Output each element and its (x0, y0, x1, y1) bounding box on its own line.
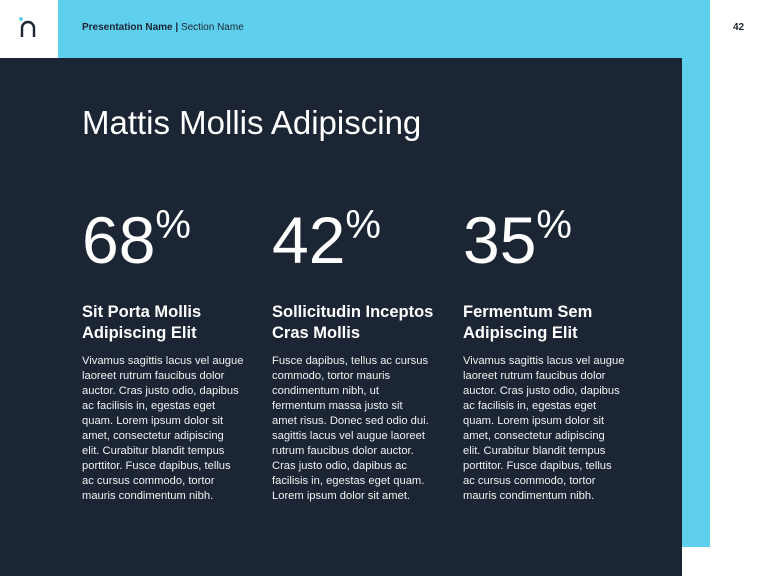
section-name: Section Name (180, 22, 244, 33)
stat-unit: % (155, 203, 191, 247)
slide-title: Mattis Mollis Adipiscing (82, 104, 422, 141)
stat-heading: Sollicitudin Inceptos Cras Mollis (272, 303, 434, 342)
stat-body: Fusce dapibus, tellus ac cursus commodo,… (272, 355, 429, 502)
stat-number: 35 (463, 203, 537, 277)
stat-heading: Sit Porta Mollis Adipiscing Elit (82, 303, 202, 342)
stat-unit: % (536, 203, 572, 247)
stat-column: 68% Sit Porta Mollis Adipiscing Elit Viv… (82, 200, 252, 504)
stat-body: Vivamus sagittis lacus vel augue laoreet… (463, 355, 625, 502)
stat-column: 42% Sollicitudin Inceptos Cras Mollis Fu… (272, 200, 442, 504)
stat-number: 42 (272, 203, 346, 277)
stat-value: 42% (272, 200, 442, 280)
stat-value: 35% (463, 200, 633, 280)
stat-heading: Fermentum Sem Adipiscing Elit (463, 303, 593, 342)
stat-column: 35% Fermentum Sem Adipiscing Elit Vivamu… (463, 200, 633, 504)
n-logo-icon (19, 17, 36, 37)
stat-body: Vivamus sagittis lacus vel augue laoreet… (82, 355, 244, 502)
page-number: 42 (733, 22, 745, 33)
breadcrumb: Presentation Name | Section Name (82, 22, 244, 33)
presentation-name: Presentation Name | (82, 22, 179, 33)
stat-value: 68% (82, 200, 252, 280)
content-panel (0, 58, 682, 576)
stat-number: 68 (82, 203, 156, 277)
stat-unit: % (345, 203, 381, 247)
